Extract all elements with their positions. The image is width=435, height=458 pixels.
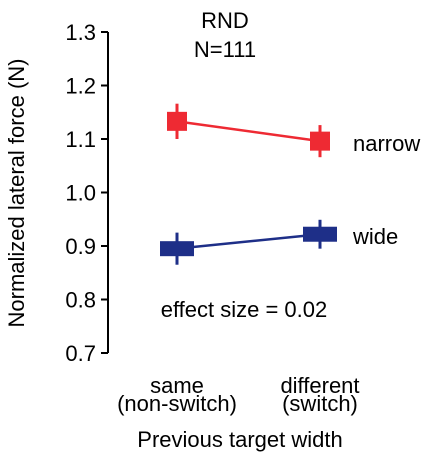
- y-tick-label: 0.8: [65, 288, 96, 313]
- x-tick-label-different-line1: different: [280, 373, 359, 398]
- x-tick-label-different: different (switch): [280, 373, 359, 416]
- data-point-narrow: [167, 111, 187, 131]
- series-wide: wide: [160, 219, 398, 265]
- series-narrow: narrow: [167, 103, 420, 158]
- y-ticks: 0.7 0.8 0.9 1.0 1.1 1.2 1.3: [65, 20, 108, 366]
- data-point-narrow: [310, 131, 330, 151]
- series-label-wide: wide: [352, 224, 398, 249]
- y-tick-label: 1.1: [65, 127, 96, 152]
- series-line-wide: [176, 232, 321, 250]
- x-tick-label-different-line2: (switch): [282, 391, 358, 416]
- series-label-narrow: narrow: [353, 131, 420, 156]
- y-tick-label: 1.2: [65, 74, 96, 99]
- y-tick-label: 1.3: [65, 20, 96, 45]
- y-tick-label: 0.7: [65, 341, 96, 366]
- data-point-wide: [303, 226, 337, 242]
- x-tick-label-same: same (non-switch): [117, 373, 237, 416]
- series-layer: narrow wide: [160, 103, 420, 265]
- x-axis-label: Previous target width: [137, 427, 342, 452]
- chart-subtitle: N=111: [194, 37, 256, 62]
- chart-title: RND: [201, 8, 249, 33]
- x-tick-label-same-line1: same: [150, 373, 204, 398]
- y-tick-label: 1.0: [65, 181, 96, 206]
- y-tick-label: 0.9: [65, 234, 96, 259]
- series-line-narrow: [176, 120, 321, 143]
- effect-size-annotation: effect size = 0.02: [161, 297, 328, 322]
- x-tick-label-same-line2: (non-switch): [117, 391, 237, 416]
- y-axis-label: Normalized lateral force (N): [4, 59, 29, 328]
- data-point-wide: [160, 241, 194, 257]
